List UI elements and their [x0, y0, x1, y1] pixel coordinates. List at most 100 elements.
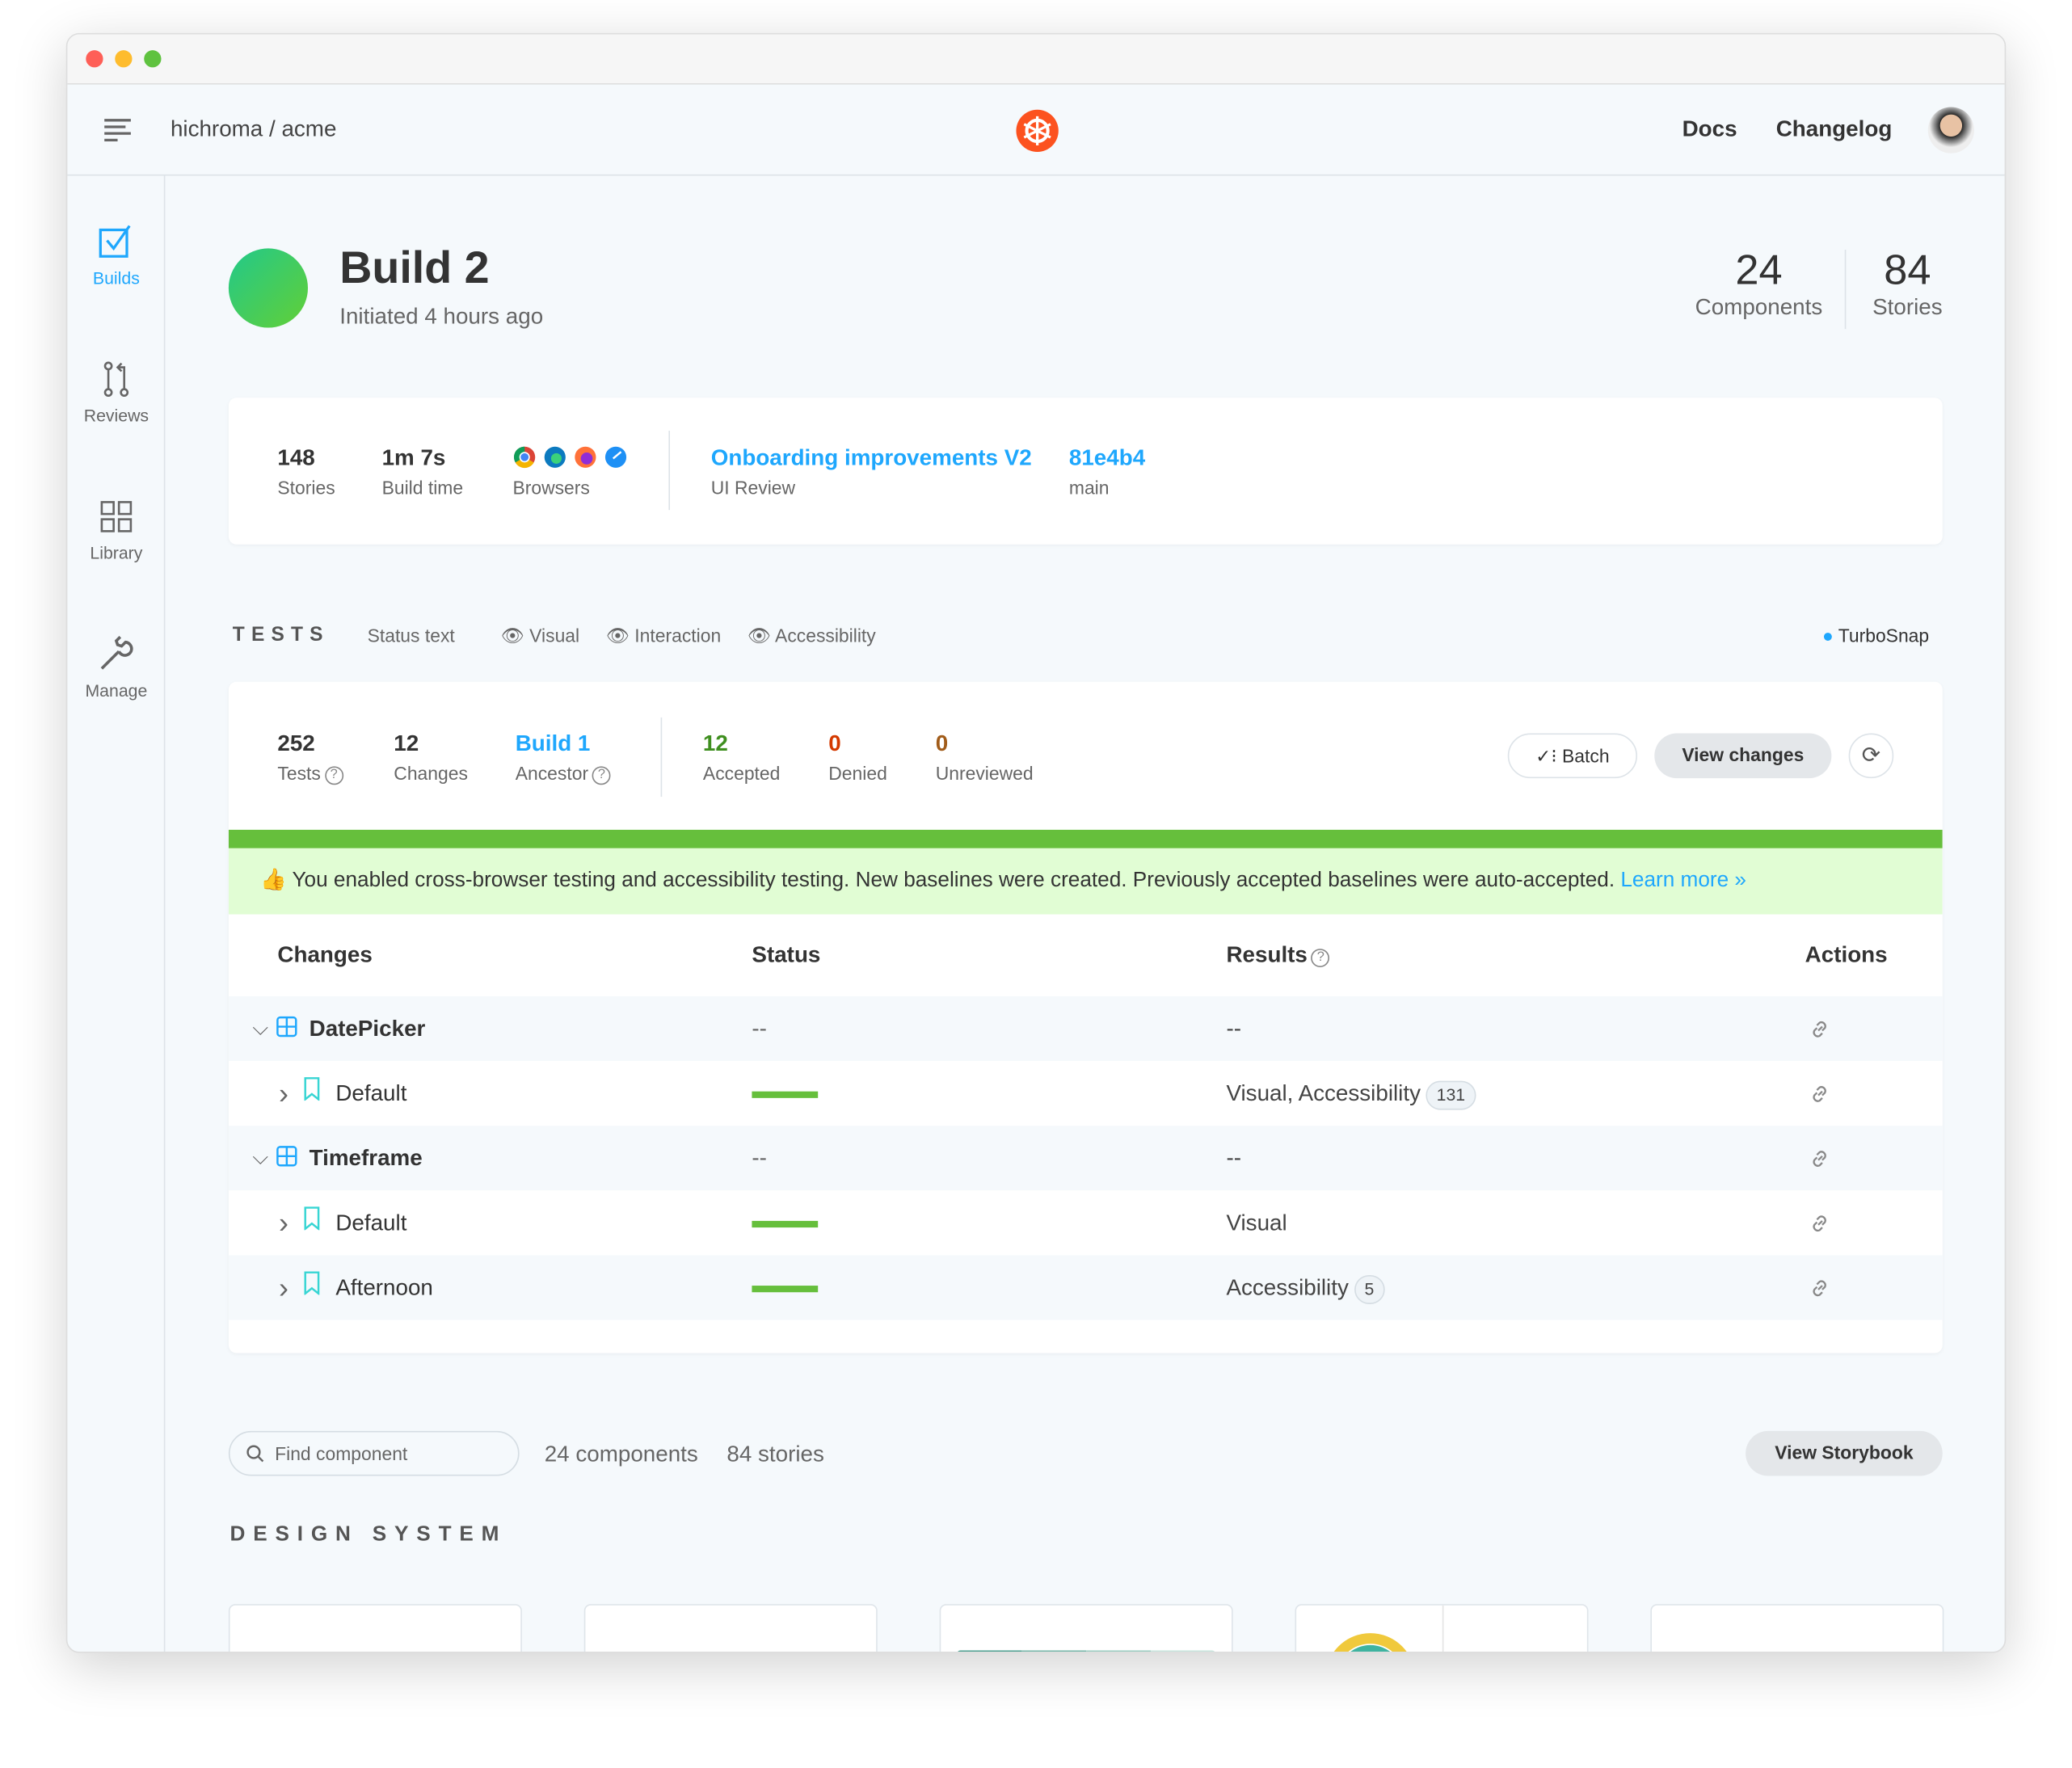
row-icon — [276, 998, 297, 1063]
bookmark-icon — [304, 1077, 320, 1102]
org-breadcrumb[interactable]: hichroma / acme — [170, 116, 337, 141]
top-header: hichroma / acme Docs Changelog — [67, 84, 2005, 176]
batch-button[interactable]: ✓⁝ Batch — [1507, 733, 1638, 779]
link-icon[interactable] — [1809, 1019, 1830, 1040]
link-icon[interactable] — [1809, 1213, 1830, 1234]
expand-chevron-icon[interactable]: › — [279, 1076, 289, 1110]
collapse-chevron-icon[interactable]: ⌵ — [252, 1147, 269, 1170]
row-results: Accessibility 5 — [1226, 1255, 1385, 1320]
expand-chevron-icon[interactable]: › — [279, 1271, 289, 1304]
browsers-label: Browsers — [512, 477, 590, 499]
stories-stat: 84 Stories — [1858, 246, 1957, 321]
tests-card: 252 Tests? 12 Changes Build 1 Ancestor? 12 A… — [228, 681, 1943, 1353]
sidebar-item-builds[interactable]: Builds — [67, 223, 165, 288]
expand-chevron-icon[interactable]: › — [279, 1206, 289, 1240]
unreviewed-count: 0 — [935, 730, 949, 756]
component-icon — [276, 1016, 297, 1038]
app-window: hichroma / acme Docs Changelog Builds Re… — [65, 32, 2007, 1653]
view-storybook-button[interactable]: View Storybook — [1746, 1430, 1943, 1476]
help-icon[interactable]: ? — [1311, 949, 1330, 967]
component-icon — [276, 1146, 297, 1167]
table-row[interactable]: › Default Visual, Accessibility 131 — [228, 1061, 1943, 1126]
results-text: Visual — [1226, 1210, 1287, 1235]
sidebar-item-library[interactable]: Library — [67, 498, 165, 563]
component-thumbnail[interactable] — [1295, 1604, 1589, 1652]
user-avatar[interactable] — [1927, 107, 1974, 154]
column-changes: Changes — [277, 941, 373, 967]
view-changes-button[interactable]: View changes — [1654, 733, 1832, 779]
commit-link[interactable]: 81e4b4 — [1068, 445, 1146, 471]
row-name[interactable]: Default — [335, 1210, 407, 1235]
filter-visual[interactable]: 👁 Visual — [500, 625, 580, 646]
sidebar-item-manage[interactable]: Manage — [67, 635, 165, 701]
row-status — [752, 1255, 819, 1320]
status-text: Status text — [367, 625, 455, 646]
components-label: Components — [1695, 294, 1823, 320]
close-window-button[interactable] — [86, 50, 103, 68]
unreviewed-label: Unreviewed — [935, 762, 1034, 784]
chromatic-logo[interactable] — [1015, 108, 1060, 154]
row-results: -- — [1226, 1126, 1241, 1190]
row-results: Visual — [1226, 1190, 1287, 1255]
refresh-button[interactable]: ⟳ — [1848, 733, 1894, 779]
row-name[interactable]: DatePicker — [309, 1016, 426, 1042]
filter-accessibility[interactable]: 👁 Accessibility — [747, 625, 876, 646]
sidebar-item-reviews[interactable]: Reviews — [67, 360, 165, 426]
maximize-window-button[interactable] — [144, 50, 162, 68]
turbosnap-indicator[interactable]: ● TurboSnap — [1822, 625, 1929, 646]
changes-label: Changes — [394, 762, 468, 784]
results-text: -- — [1226, 1145, 1241, 1171]
learn-more-link[interactable]: Learn more » — [1620, 869, 1746, 892]
divider — [660, 717, 663, 798]
help-icon[interactable]: ? — [592, 766, 611, 785]
menu-icon[interactable] — [103, 118, 133, 141]
turbosnap-label: TurboSnap — [1838, 625, 1930, 646]
info-banner: 👍 You enabled cross-browser testing and … — [228, 848, 1943, 915]
collapse-chevron-icon[interactable]: ⌵ — [252, 1017, 269, 1040]
changes-count: 12 — [394, 730, 419, 756]
progress-fill — [228, 829, 1943, 848]
row-icon — [276, 1127, 297, 1192]
status-bar — [752, 1220, 819, 1228]
tests-count: 252 — [277, 730, 315, 756]
count-badge: 131 — [1426, 1080, 1476, 1110]
status-dot-icon: ● — [1821, 625, 1838, 646]
table-row[interactable]: ⌵ Timeframe -- -- — [228, 1126, 1943, 1192]
docs-link[interactable]: Docs — [1682, 116, 1737, 141]
link-icon[interactable] — [1809, 1084, 1830, 1105]
filter-interaction[interactable]: 👁 Interaction — [605, 625, 722, 646]
batch-label: Batch — [1562, 745, 1610, 767]
link-icon[interactable] — [1809, 1278, 1830, 1299]
denied-count: 0 — [828, 730, 841, 756]
component-thumbnail[interactable] — [583, 1604, 878, 1652]
stories-count-text: 84 stories — [726, 1442, 824, 1467]
stories-count: 84 — [1884, 246, 1931, 294]
minimize-window-button[interactable] — [115, 50, 133, 68]
divider — [1844, 250, 1847, 330]
help-icon[interactable]: ? — [324, 766, 343, 785]
components-stat: 24 Components — [1679, 246, 1838, 321]
component-thumbnail[interactable] — [228, 1604, 522, 1652]
grid-icon — [100, 501, 133, 533]
filter-label: Visual — [529, 625, 580, 646]
table-row[interactable]: › Default Visual — [228, 1190, 1943, 1256]
banner-text: You enabled cross-browser testing and ac… — [292, 869, 1615, 892]
table-row[interactable]: › Afternoon Accessibility 5 — [228, 1255, 1943, 1320]
row-name[interactable]: Default — [335, 1080, 407, 1106]
component-thumbnail[interactable]: ⓘ+⚠⌄↓ — [1650, 1604, 1944, 1652]
link-icon[interactable] — [1809, 1148, 1830, 1169]
pull-request-icon — [103, 361, 129, 398]
changelog-link[interactable]: Changelog — [1775, 116, 1893, 141]
column-results: Results — [1226, 941, 1308, 967]
table-row[interactable]: ⌵ DatePicker -- -- — [228, 996, 1943, 1063]
status-bar — [752, 1286, 819, 1293]
ancestor-build-link[interactable]: Build 1 — [515, 730, 591, 756]
results-text: Accessibility — [1226, 1274, 1349, 1301]
ui-review-link[interactable]: Onboarding improvements V2 — [710, 445, 1032, 471]
row-name[interactable]: Afternoon — [335, 1274, 433, 1301]
row-icon — [302, 1190, 321, 1255]
find-component-input[interactable]: Find component — [228, 1430, 520, 1476]
row-status — [752, 1190, 819, 1255]
component-thumbnail[interactable] — [939, 1604, 1233, 1652]
row-name[interactable]: Timeframe — [309, 1145, 423, 1171]
